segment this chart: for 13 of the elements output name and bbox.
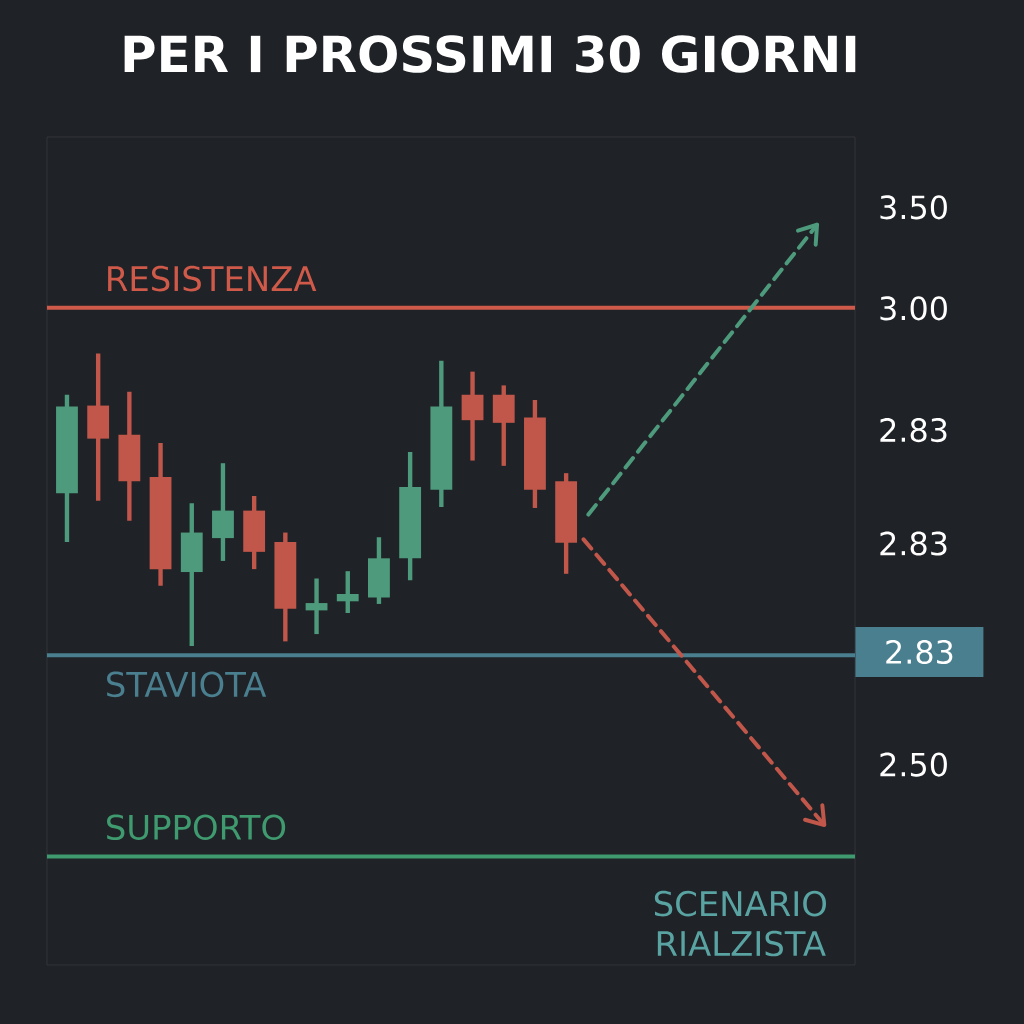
text: 2.50	[880, 752, 947, 777]
candlestick	[336, 571, 359, 614]
text: 2.83	[880, 418, 947, 443]
ref-line-label: RESISTENZA	[108, 265, 317, 292]
text: 3.50	[880, 195, 947, 220]
text: SCENARIO RIALZISTA	[654, 890, 827, 957]
candlestick	[305, 578, 328, 635]
text: 2.83	[886, 639, 953, 665]
text: 3.00	[880, 296, 947, 321]
chart-title: PER I PROSSIMI 30 GIORNI	[124, 35, 856, 73]
text: 2.83	[880, 531, 947, 556]
ref-line-label: SUPPORTO	[107, 814, 286, 841]
ref-line-label: STAVIOTA	[107, 671, 267, 698]
